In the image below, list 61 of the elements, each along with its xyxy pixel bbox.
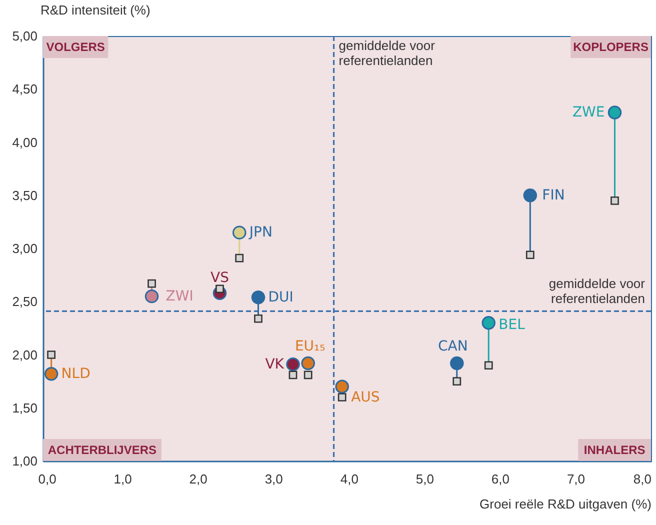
point	[304, 370, 312, 380]
x-tick-label: 8,0	[633, 472, 652, 486]
point	[286, 357, 300, 372]
point	[484, 361, 493, 370]
point	[335, 380, 349, 394]
point	[450, 356, 464, 370]
point	[144, 289, 159, 304]
x-tick-label: 6,0	[491, 472, 510, 486]
annotation: DUI	[268, 289, 294, 306]
point	[610, 196, 619, 205]
annotation: FIN	[542, 187, 565, 204]
point	[526, 250, 534, 260]
annotation: KOPLOPERS	[573, 40, 648, 54]
y-axis-title: R&D intensiteit (%)	[40, 2, 150, 18]
annotation: EU₁₅	[294, 338, 326, 354]
point	[608, 106, 622, 120]
y-tick-label: 3,50	[12, 188, 38, 203]
point	[288, 370, 298, 380]
point	[338, 393, 346, 402]
y-tick-label: 3,00	[12, 241, 38, 256]
annotation: CAN	[438, 338, 468, 354]
point	[301, 356, 315, 370]
x-tick-label: 5,0	[416, 472, 434, 486]
x-tick-label: 3,0	[264, 472, 283, 486]
annotation: VS	[210, 270, 230, 286]
point	[235, 254, 244, 262]
ref-line-label: gemiddelde voor referentielanden	[548, 276, 646, 306]
x-tick-label: 1,0	[114, 472, 132, 486]
y-tick-label: 4,50	[12, 82, 38, 97]
point	[482, 316, 496, 330]
y-tick-label: 2,50	[12, 294, 38, 310]
x-tick-label: 4,0	[340, 472, 358, 486]
point	[251, 290, 266, 304]
annotation: BEL	[498, 316, 526, 333]
annotation: ACHTERBLIJVERS	[48, 443, 157, 457]
annotation: NLD	[61, 366, 90, 382]
annotation: VK	[265, 356, 285, 372]
y-tick-label: 1,00	[12, 454, 38, 468]
point	[44, 367, 58, 381]
point	[452, 377, 462, 386]
y-tick-label: 2,00	[12, 347, 38, 362]
annotation: ZWI	[166, 288, 194, 304]
annotation: INHALERS	[584, 443, 646, 457]
y-tick-label: 4,00	[12, 134, 38, 150]
y-tick-label: 5,00	[12, 28, 38, 44]
annotation: AUS	[351, 390, 380, 406]
point	[216, 284, 224, 294]
point	[523, 188, 538, 202]
x-tick-label: 7,0	[566, 472, 586, 486]
x-tick-label: 2,0	[189, 472, 208, 486]
x-axis-title: Groei reële R&D uitgaven (%)	[480, 496, 652, 512]
annotation: ZWE	[572, 104, 605, 120]
annotation: VOLGERS	[46, 40, 105, 54]
point	[47, 350, 56, 359]
x-tick-label: 0,0	[38, 472, 56, 486]
point	[254, 314, 262, 323]
point	[232, 226, 246, 240]
annotation: JPN	[248, 224, 272, 241]
ref-line-label: gemiddelde voor referentielanden	[338, 38, 436, 68]
point	[148, 279, 156, 288]
y-tick-label: 1,50	[12, 400, 38, 416]
